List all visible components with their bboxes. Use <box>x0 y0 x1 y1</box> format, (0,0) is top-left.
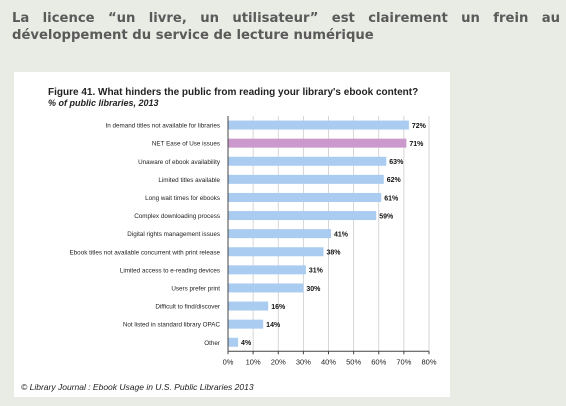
x-tick-label: 60% <box>371 357 386 366</box>
x-tick-label: 40% <box>321 357 336 366</box>
bar <box>228 192 382 202</box>
category-label: Long wait times for ebooks <box>145 195 220 202</box>
value-label: 41% <box>334 231 349 238</box>
bar <box>228 319 264 329</box>
x-tick-label: 80% <box>421 357 436 366</box>
page-heading: La licence “un livre, un utilisateur” es… <box>12 11 560 43</box>
category-label: Users prefer print <box>171 285 220 292</box>
chart-title: Figure 41. What hinders the public from … <box>48 87 419 98</box>
x-tick-label: 50% <box>346 357 361 366</box>
figure-card: Figure 41. What hinders the public from … <box>14 72 450 397</box>
bar-chart: In demand titles not available for libra… <box>69 116 437 366</box>
value-label: 72% <box>412 123 427 130</box>
value-label: 71% <box>409 141 424 148</box>
source-credit: © Library Journal : Ebook Usage in U.S. … <box>14 378 450 397</box>
bar <box>228 301 269 311</box>
category-label: Complex downloading process <box>134 213 220 220</box>
bar <box>228 283 304 293</box>
bar <box>228 138 407 148</box>
category-label: In demand titles not available for libra… <box>106 123 220 130</box>
bar <box>228 120 409 130</box>
bar <box>228 174 384 184</box>
value-label: 61% <box>384 195 399 202</box>
value-label: 59% <box>379 213 394 220</box>
value-label: 63% <box>389 159 404 166</box>
value-label: 30% <box>306 286 321 293</box>
value-label: 62% <box>387 177 402 184</box>
bar <box>228 265 306 275</box>
x-tick-label: 30% <box>296 357 311 366</box>
category-label: Limited titles available <box>158 177 220 184</box>
bar <box>228 247 324 257</box>
x-tick-label: 0% <box>223 357 234 366</box>
value-label: 14% <box>266 322 281 329</box>
category-label: Unaware of ebook availability <box>138 159 221 166</box>
category-label: Digital rights management issues <box>127 231 220 238</box>
bar <box>228 211 377 221</box>
category-label: Not listed in standard library OPAC <box>123 322 221 329</box>
x-tick-label: 20% <box>271 357 286 366</box>
chart-subtitle: % of public libraries, 2013 <box>48 98 159 108</box>
bar <box>228 229 332 239</box>
x-tick-label: 10% <box>246 357 261 366</box>
x-tick-label: 70% <box>396 357 411 366</box>
category-label: Limited access to e-reading devices <box>120 267 220 274</box>
bar <box>228 156 387 166</box>
value-label: 38% <box>326 250 341 257</box>
category-label: NET Ease of Use issues <box>152 141 220 148</box>
value-label: 16% <box>271 304 286 311</box>
value-label: 4% <box>241 340 252 347</box>
value-label: 31% <box>309 268 324 275</box>
category-label: Difficult to find/discover <box>155 304 220 311</box>
category-label: Other <box>204 340 220 347</box>
category-label: Ebook titles not available concurrent wi… <box>69 249 220 256</box>
bar <box>228 337 239 347</box>
